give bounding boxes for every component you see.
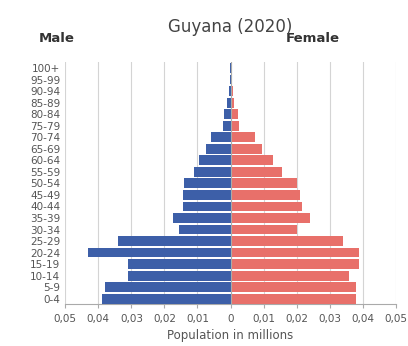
Bar — [231, 167, 282, 177]
Bar — [206, 144, 231, 154]
Bar — [105, 282, 231, 292]
Bar — [184, 179, 231, 188]
Bar — [231, 155, 273, 165]
Bar — [227, 98, 231, 108]
Text: Male: Male — [39, 32, 75, 45]
Bar — [231, 213, 310, 223]
Bar — [231, 179, 297, 188]
Bar — [224, 109, 231, 119]
Bar — [231, 75, 232, 84]
Bar — [231, 259, 359, 269]
Bar — [102, 294, 231, 304]
Bar — [128, 271, 231, 281]
Bar — [211, 133, 231, 142]
Bar — [194, 167, 231, 177]
Bar — [231, 236, 343, 246]
Bar — [231, 225, 297, 235]
Bar — [228, 86, 231, 96]
Bar — [199, 155, 231, 165]
Bar — [231, 248, 359, 257]
Bar — [231, 282, 356, 292]
Bar — [128, 259, 231, 269]
Bar — [89, 248, 231, 257]
Bar — [231, 201, 302, 211]
Text: Female: Female — [286, 32, 340, 45]
X-axis label: Population in millions: Population in millions — [167, 329, 294, 342]
Bar — [223, 121, 231, 131]
Bar — [183, 190, 231, 200]
Bar — [173, 213, 231, 223]
Bar — [231, 98, 235, 108]
Bar — [118, 236, 231, 246]
Bar — [183, 201, 231, 211]
Bar — [230, 75, 231, 84]
Bar — [231, 86, 233, 96]
Bar — [231, 144, 262, 154]
Bar — [231, 121, 239, 131]
Bar — [179, 225, 231, 235]
Bar — [231, 109, 238, 119]
Title: Guyana (2020): Guyana (2020) — [169, 18, 293, 36]
Bar — [231, 190, 300, 200]
Bar — [231, 294, 356, 304]
Bar — [231, 271, 350, 281]
Bar — [231, 133, 255, 142]
